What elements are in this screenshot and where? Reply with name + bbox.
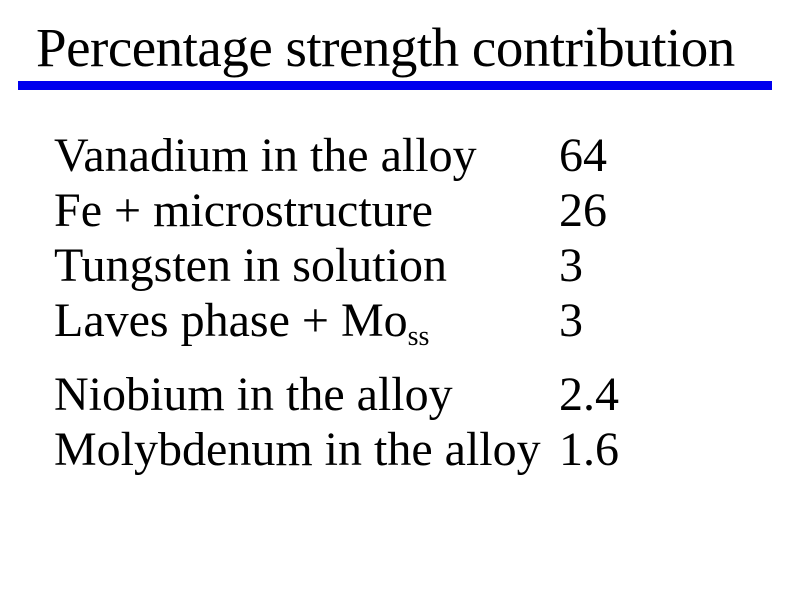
row-label-text: Laves phase + Mo [54, 294, 408, 347]
row-label: Molybdenum in the alloy [54, 422, 559, 477]
table-row: Molybdenum in the alloy 1.6 [54, 422, 619, 477]
row-label-text: Niobium in the alloy [54, 368, 453, 421]
contribution-table: Vanadium in the alloy 64 Fe + microstruct… [54, 128, 619, 477]
row-value: 64 [559, 129, 607, 182]
row-label-text: Fe + microstructure [54, 184, 433, 237]
subscript-ss: ss [407, 321, 430, 352]
row-value: 3 [559, 239, 583, 292]
row-label: Niobium in the alloy [54, 367, 559, 422]
title-underline-rule [18, 81, 772, 90]
row-label: Tungsten in solution [54, 238, 559, 293]
row-label: Fe + microstructure [54, 183, 559, 238]
row-label: Vanadium in the alloy [54, 128, 559, 183]
row-value: 26 [559, 184, 607, 237]
page-title: Percentage strength contribution [36, 17, 735, 78]
table-row: Laves phase + Moss 3 [54, 293, 619, 355]
row-label-text: Vanadium in the alloy [54, 129, 477, 182]
row-label-text: Molybdenum in the alloy [54, 423, 541, 476]
table-row: Fe + microstructure 26 [54, 183, 619, 238]
row-value: 1.6 [559, 423, 619, 476]
row-value: 3 [559, 294, 583, 347]
row-value: 2.4 [559, 368, 619, 421]
table-row: Niobium in the alloy 2.4 [54, 367, 619, 422]
row-label-text: Tungsten in solution [54, 239, 447, 292]
row-label: Laves phase + Moss [54, 293, 559, 355]
table-row: Vanadium in the alloy 64 [54, 128, 619, 183]
table-row: Tungsten in solution 3 [54, 238, 619, 293]
